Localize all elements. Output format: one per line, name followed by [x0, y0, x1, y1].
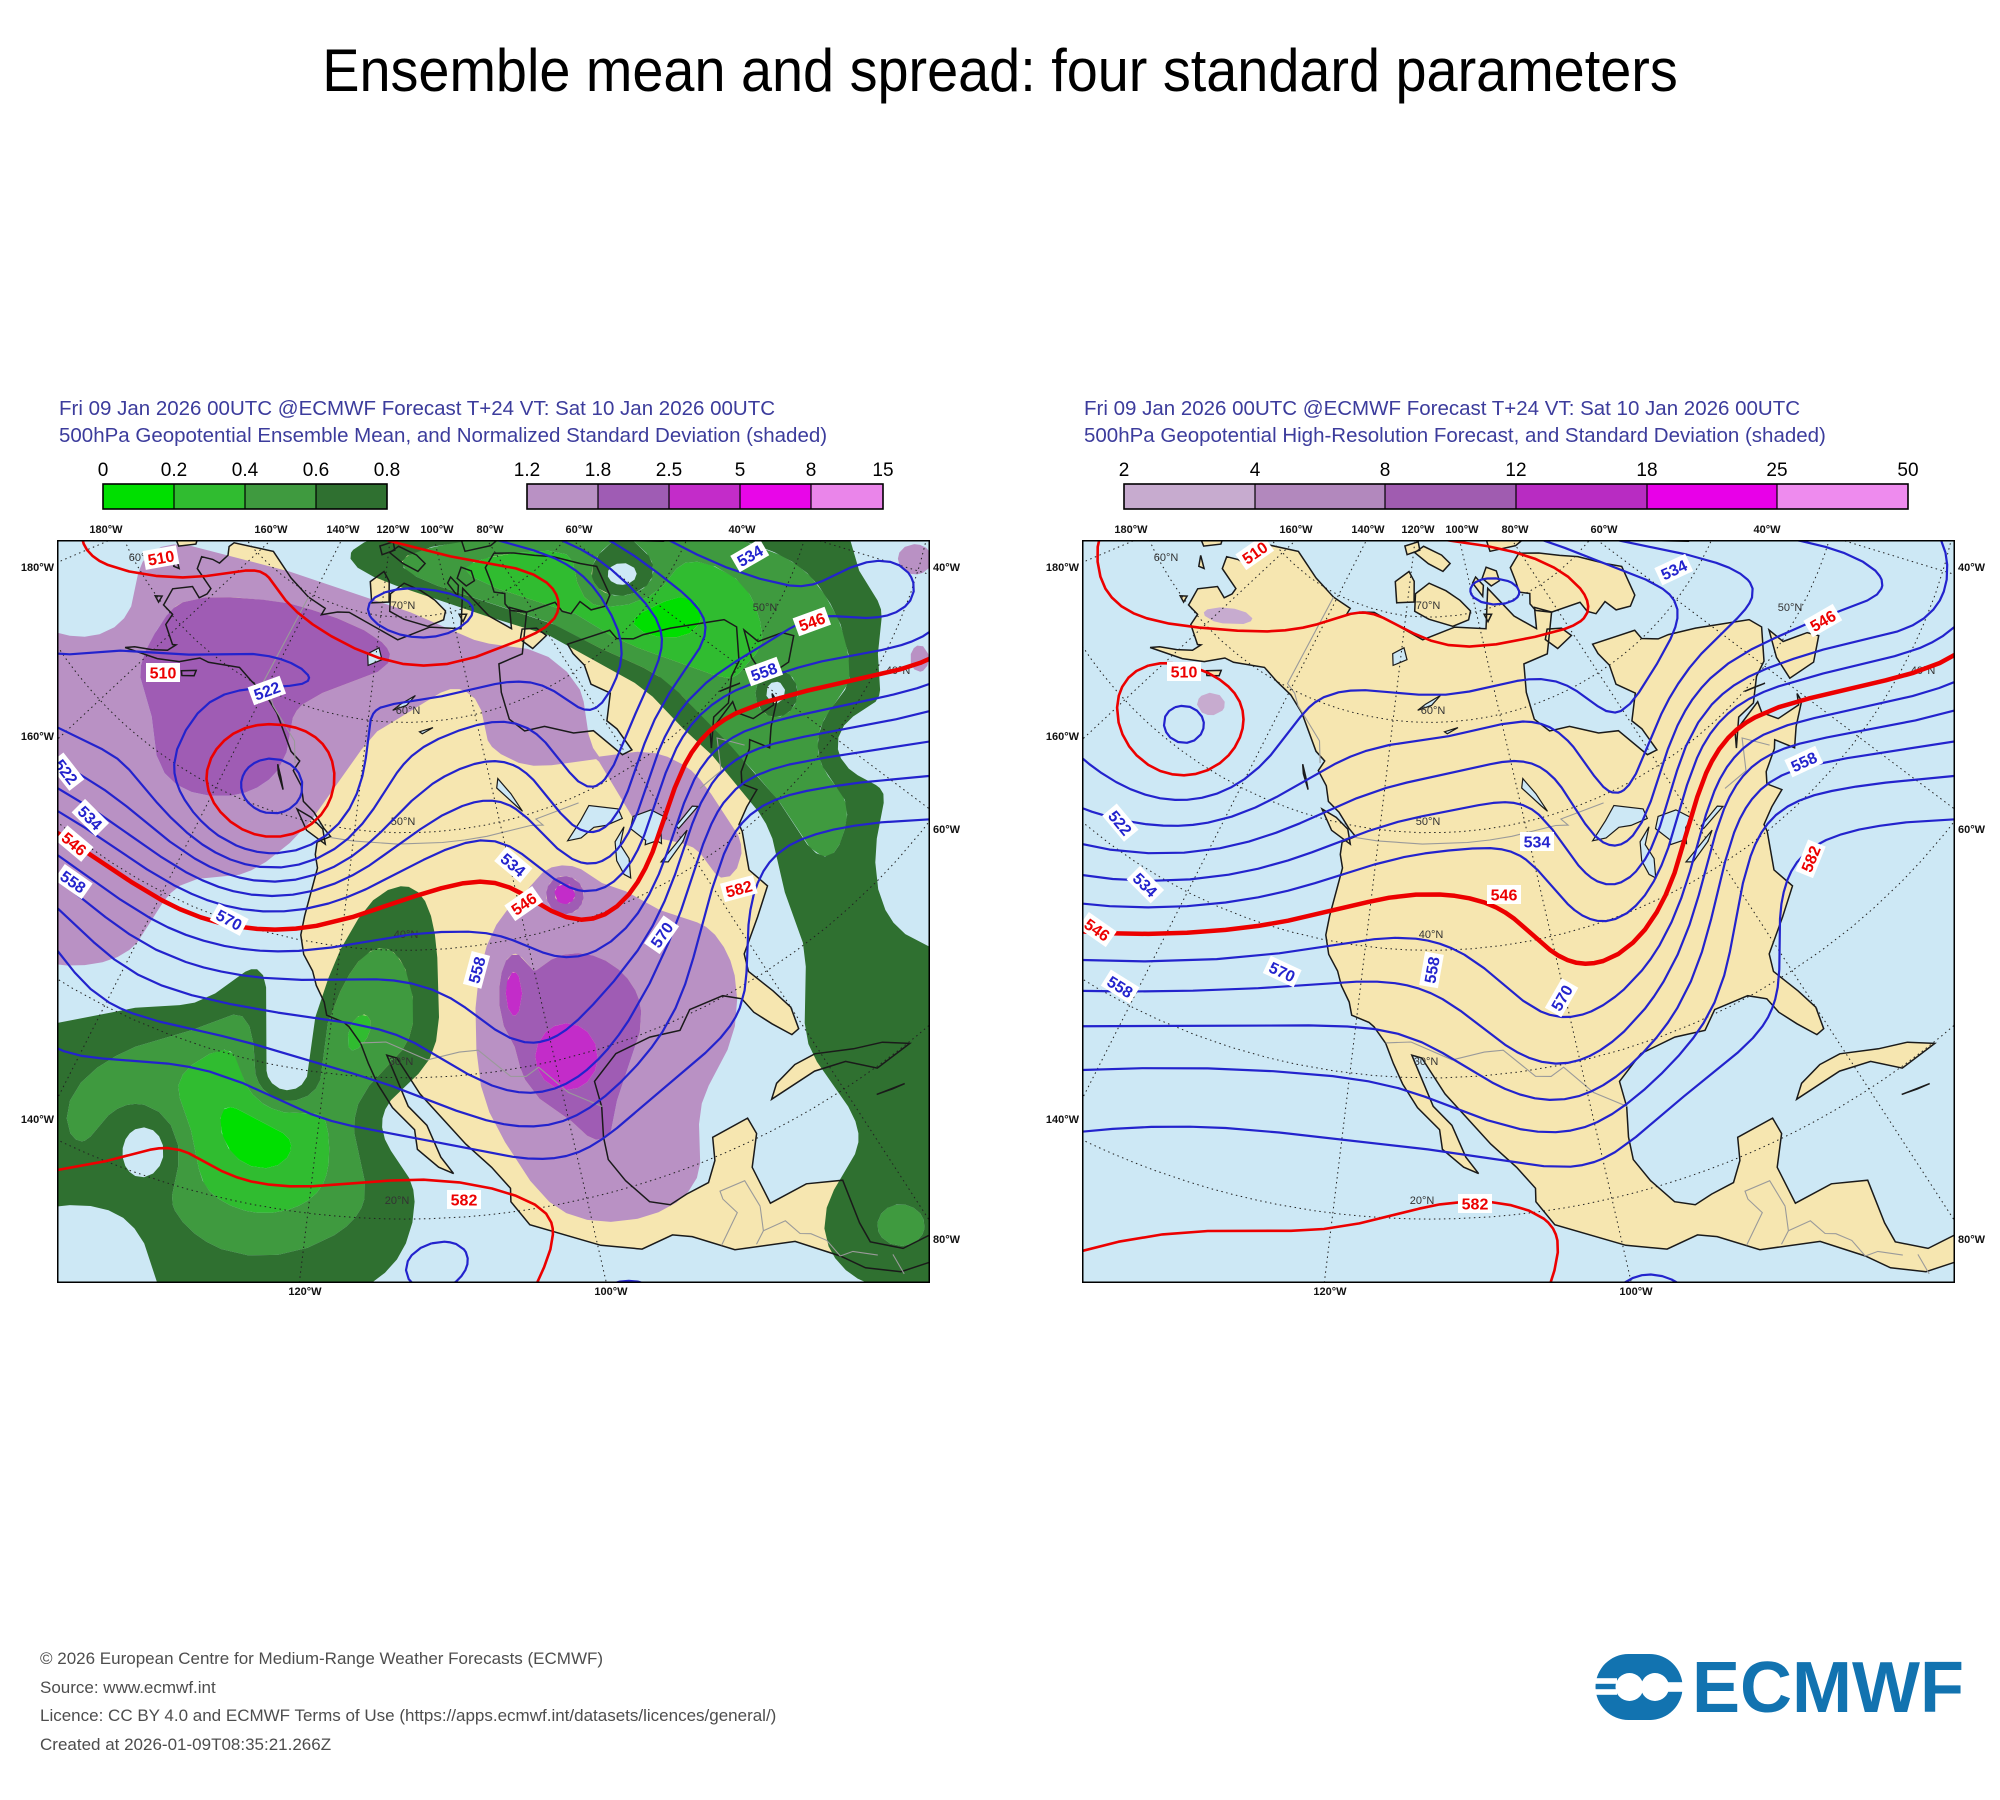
svg-text:2.5: 2.5: [656, 460, 682, 481]
svg-text:15: 15: [872, 460, 893, 481]
svg-text:50°N: 50°N: [1416, 816, 1441, 828]
svg-text:1.2: 1.2: [514, 460, 540, 481]
svg-text:2: 2: [1119, 460, 1130, 481]
svg-text:ECMWF: ECMWF: [1692, 1648, 1964, 1728]
svg-text:558: 558: [1422, 955, 1443, 984]
svg-text:5: 5: [735, 460, 746, 481]
svg-text:534: 534: [1524, 835, 1551, 852]
svg-text:8: 8: [1380, 460, 1391, 481]
svg-text:60°N: 60°N: [396, 705, 421, 717]
svg-text:0.4: 0.4: [232, 460, 259, 481]
svg-text:18: 18: [1636, 460, 1657, 481]
svg-text:70°N: 70°N: [391, 600, 416, 612]
svg-text:50°N: 50°N: [1778, 602, 1803, 614]
svg-text:60°N: 60°N: [1421, 705, 1446, 717]
svg-text:0.2: 0.2: [161, 460, 187, 481]
svg-text:0.6: 0.6: [303, 460, 329, 481]
svg-text:70°N: 70°N: [1416, 600, 1441, 612]
svg-text:582: 582: [1462, 1197, 1489, 1214]
svg-text:30°N: 30°N: [1414, 1056, 1439, 1068]
svg-text:20°N: 20°N: [1410, 1195, 1435, 1207]
svg-text:12: 12: [1505, 460, 1526, 481]
svg-text:50: 50: [1897, 460, 1918, 481]
svg-text:1.8: 1.8: [585, 460, 611, 481]
svg-text:582: 582: [451, 1193, 478, 1210]
svg-text:510: 510: [1171, 665, 1198, 682]
svg-text:510: 510: [150, 666, 177, 683]
svg-text:40°N: 40°N: [1419, 929, 1444, 941]
svg-text:4: 4: [1250, 460, 1261, 481]
svg-text:50°N: 50°N: [391, 816, 416, 828]
svg-text:0: 0: [98, 460, 109, 481]
svg-text:50°N: 50°N: [753, 602, 778, 614]
svg-text:25: 25: [1766, 460, 1787, 481]
svg-text:582: 582: [724, 878, 754, 901]
svg-text:546: 546: [1491, 888, 1518, 905]
svg-text:0.8: 0.8: [374, 460, 400, 481]
svg-text:8: 8: [806, 460, 817, 481]
svg-text:60°N: 60°N: [1154, 552, 1179, 564]
svg-text:510: 510: [147, 548, 176, 569]
svg-text:558: 558: [466, 955, 489, 985]
svg-text:30°N: 30°N: [389, 1056, 414, 1068]
svg-text:20°N: 20°N: [385, 1195, 410, 1207]
